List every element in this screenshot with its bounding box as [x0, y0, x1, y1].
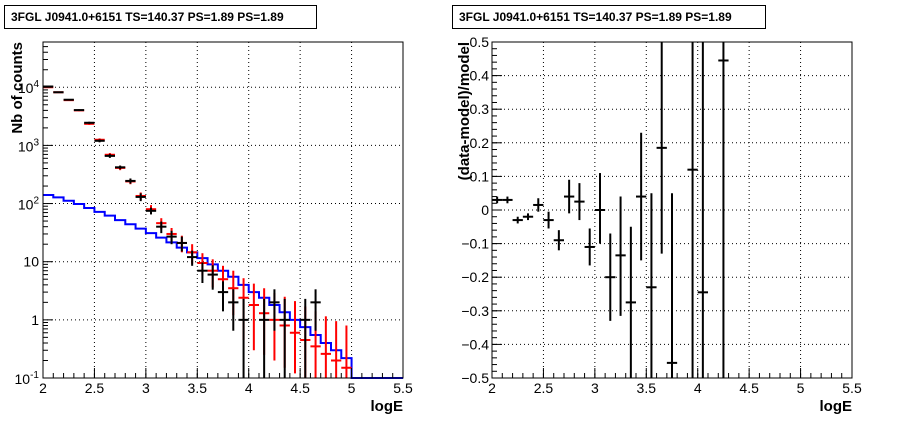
y-tick-label: −0.5	[461, 370, 489, 386]
data-point-red	[320, 316, 331, 378]
y-tick-label: −0.3	[461, 303, 489, 319]
residual-point	[718, 42, 729, 378]
data-point-black	[207, 265, 218, 290]
data-point-black	[197, 262, 208, 284]
y-tick-label: 103	[18, 137, 40, 154]
x-axis-label-left: logE	[371, 398, 404, 415]
x-tick-label: 4	[694, 380, 702, 396]
data-point-black	[104, 154, 115, 158]
grid-left	[42, 42, 404, 379]
x-tick-label: 4.5	[290, 380, 310, 396]
y-tick-label: 0.3	[470, 101, 490, 117]
x-tick-label: 5	[797, 380, 805, 396]
y-tick-label: −0.1	[461, 236, 489, 252]
x-tick-label: 4.5	[739, 380, 759, 396]
residual-point	[636, 132, 647, 261]
residual-point	[584, 228, 595, 266]
residual-point	[666, 193, 678, 378]
residual-point	[564, 179, 575, 214]
data-point-black	[84, 121, 95, 124]
residual-point	[646, 193, 657, 378]
data-point-black	[145, 207, 157, 215]
y-axis-label-right: (data-model)/model	[456, 42, 473, 180]
data-point-black	[269, 289, 280, 331]
residual-point	[522, 213, 534, 221]
x-tick-label: 5.5	[842, 380, 862, 396]
x-tick-label: 3	[142, 380, 150, 396]
data-point-black	[238, 298, 249, 378]
residual-point	[687, 42, 698, 378]
residual-point	[697, 42, 708, 378]
data-point-red	[289, 301, 301, 374]
y-tick-label: 104	[18, 79, 40, 96]
x-tick-label: 2	[488, 380, 496, 396]
data-point-black	[310, 289, 321, 331]
y-axis-label-left: Nb of counts	[9, 42, 26, 134]
data-point-black	[156, 221, 167, 234]
data-point-black	[53, 91, 64, 94]
residual-point	[502, 196, 513, 204]
y-tick-label: 102	[18, 196, 40, 213]
data-point-black	[166, 230, 177, 245]
residual-point	[533, 198, 544, 212]
residual-point	[553, 230, 564, 251]
data-point-black	[217, 281, 229, 312]
chart-title-right: 3FGL J0941.0+6151 TS=140.37 PS=1.89 PS=1…	[452, 5, 766, 29]
marks-left	[43, 85, 403, 379]
x-tick-label: 3.5	[188, 380, 208, 396]
y-tick-label: 10	[23, 254, 39, 270]
y-tick-label: 0	[481, 202, 489, 218]
x-tick-label: 3.5	[637, 380, 657, 396]
residual-panel: 2 2.5 3 3.5 4 4.5 5 5.5 −0.5 −0.4 −0.3 −0.2 −0.1 0 0.1…	[456, 34, 862, 415]
x-axis-label-right: logE	[820, 398, 853, 415]
y-tick-label: 0.2	[470, 135, 490, 151]
x-tick-label: 4	[245, 380, 253, 396]
ticks-right: 2 2.5 3 3.5 4 4.5 5 5.5 −0.5 −0.4 −0.3 −0.2 −0.1 0 0.1…	[461, 34, 862, 396]
y-tick-label: 1	[31, 312, 39, 328]
data-point-black	[187, 250, 198, 266]
data-point-black	[115, 165, 126, 170]
data-point-black	[135, 193, 146, 202]
marks-right	[492, 42, 729, 378]
residual-point	[615, 196, 626, 316]
x-tick-label: 5	[348, 380, 356, 396]
data-point-black	[63, 98, 74, 101]
counts-panel: 2 2.5 3 3.5 4 4.5 5 5.5 10-1 1 10 102 103 104 logE Nb…	[9, 41, 413, 415]
data-point-black	[125, 178, 136, 184]
y-tick-label: −0.2	[461, 269, 489, 285]
residual-point	[625, 226, 636, 378]
y-tick-label: 0.5	[470, 34, 490, 50]
y-tick-label: 0.1	[470, 168, 490, 184]
x-tick-label: 2.5	[85, 380, 105, 396]
residual-point	[574, 183, 585, 221]
residual-point	[594, 173, 606, 244]
data-point-black	[73, 109, 85, 112]
x-tick-label: 2	[39, 380, 47, 396]
data-point-black	[300, 298, 311, 378]
data-point-black	[279, 298, 290, 378]
y-tick-label: 10-1	[15, 370, 40, 387]
chart-title-left: 3FGL J0941.0+6151 TS=140.37 PS=1.89 PS=1…	[4, 5, 317, 29]
data-point-red	[248, 283, 259, 351]
x-tick-label: 2.5	[534, 380, 554, 396]
ticks-left: 2 2.5 3 3.5 4 4.5 5 5.5 10-1 1 10 102 103 104	[15, 41, 413, 396]
residual-point	[605, 233, 616, 321]
plot-frame-left	[42, 41, 404, 379]
data-point-red	[331, 321, 342, 378]
y-tick-label: −0.4	[461, 336, 489, 352]
data-point-black	[259, 298, 270, 378]
data-point-black	[228, 289, 239, 331]
x-tick-label: 3	[591, 380, 599, 396]
residual-point	[543, 211, 554, 229]
data-point-red	[341, 325, 352, 378]
residual-point	[492, 196, 503, 204]
data-point-black	[94, 139, 105, 143]
x-tick-label: 5.5	[393, 380, 413, 396]
data-point-black	[176, 236, 187, 252]
residual-point	[656, 42, 667, 254]
residual-point	[512, 216, 523, 224]
y-tick-label: 0.4	[470, 68, 490, 84]
